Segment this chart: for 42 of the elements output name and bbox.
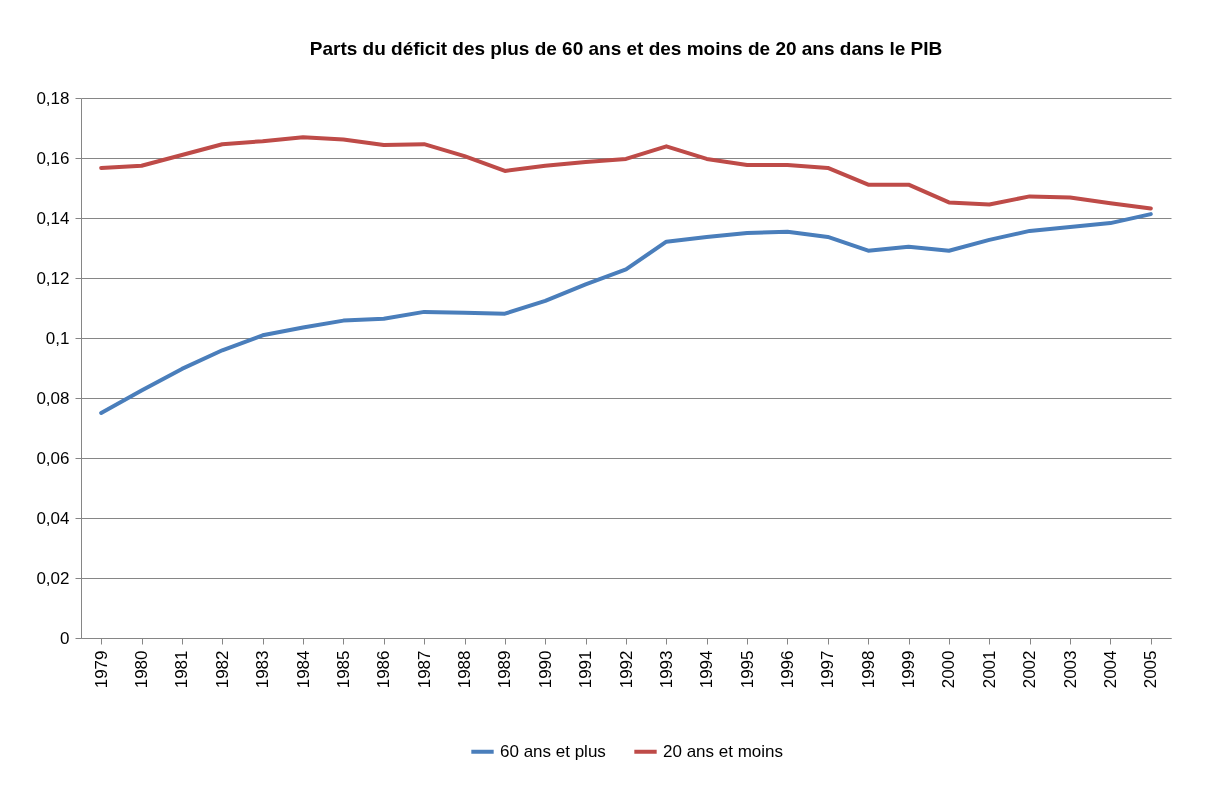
x-tick-label: 2004 (1100, 650, 1120, 689)
x-tick-label: 1997 (818, 650, 838, 689)
x-tick-label: 1998 (858, 650, 878, 689)
x-tick-label: 1992 (616, 650, 636, 689)
x-tick-label: 1979 (91, 650, 111, 689)
x-tick-label: 1988 (455, 650, 475, 689)
chart-title: Parts du déficit des plus de 60 ans et des moins de 20 ans dans le PIB (309, 38, 943, 59)
x-tick-label: 1993 (656, 650, 676, 689)
y-tick-label: 0,18 (36, 88, 70, 108)
y-tick-label: 0,02 (36, 568, 70, 588)
y-tick-label: 0,08 (36, 388, 70, 408)
y-tick-label: 0,04 (36, 508, 70, 528)
x-tick-label: 1980 (132, 650, 152, 689)
x-tick-label: 1982 (212, 650, 232, 689)
x-tick-label: 1986 (374, 650, 394, 689)
x-tick-label: 1990 (535, 650, 555, 689)
legend-label: 20 ans et moins (663, 741, 784, 761)
y-tick-label: 0 (60, 628, 70, 648)
line-series (99, 135, 1153, 211)
x-tick-label: 2001 (979, 650, 999, 689)
x-tick-label: 1991 (576, 650, 596, 689)
y-tick-label: 0,16 (36, 148, 70, 168)
x-tick-label: 1983 (253, 650, 273, 689)
x-tick-label: 1989 (495, 650, 515, 689)
x-tick-label: 1995 (737, 650, 757, 689)
x-tick-label: 2000 (939, 650, 959, 689)
x-tick-label: 1994 (697, 650, 717, 689)
y-tick-label: 0,14 (36, 208, 70, 228)
line-series (99, 212, 1153, 415)
x-tick-label: 1984 (293, 650, 313, 689)
x-tick-label: 2002 (1020, 650, 1040, 689)
y-tick-label: 0,1 (45, 328, 70, 348)
x-tick-label: 2005 (1141, 650, 1161, 689)
x-tick-label: 1985 (333, 650, 353, 689)
legend-label: 60 ans et plus (500, 741, 606, 761)
y-tick-label: 0,12 (36, 268, 70, 288)
x-tick-label: 1987 (414, 650, 434, 689)
x-tick-label: 1996 (777, 650, 797, 689)
y-tick-label: 0,06 (36, 448, 70, 468)
x-tick-label: 2003 (1060, 650, 1080, 689)
x-tick-label: 1981 (172, 650, 192, 689)
x-tick-label: 1999 (899, 650, 919, 689)
